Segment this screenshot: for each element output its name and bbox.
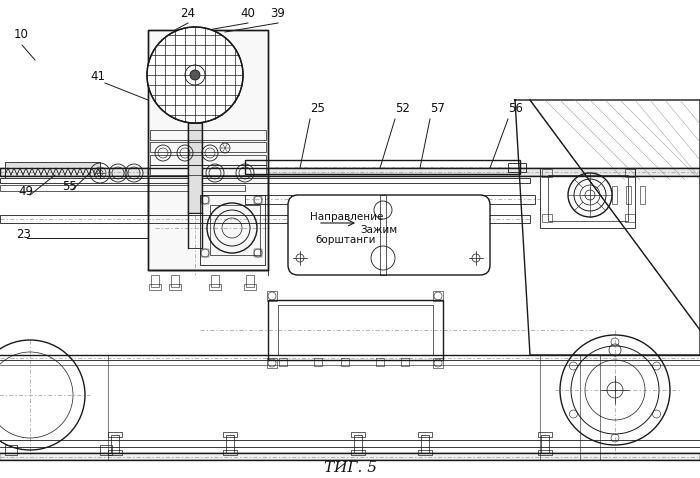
Bar bbox=[401, 358, 409, 366]
Bar bbox=[267, 291, 277, 301]
Bar bbox=[640, 186, 645, 204]
Bar bbox=[418, 450, 432, 455]
Bar bbox=[150, 130, 266, 140]
Text: 24: 24 bbox=[181, 7, 195, 20]
Bar bbox=[0, 185, 245, 191]
Text: ΤИГ. 5: ΤИГ. 5 bbox=[323, 461, 377, 475]
Text: 40: 40 bbox=[241, 7, 256, 20]
Bar bbox=[542, 214, 552, 222]
Text: 25: 25 bbox=[310, 102, 325, 115]
Bar bbox=[246, 275, 254, 287]
Bar bbox=[0, 453, 700, 460]
Bar bbox=[151, 275, 159, 287]
Bar bbox=[268, 300, 443, 360]
Bar bbox=[508, 163, 526, 172]
Text: 41: 41 bbox=[90, 70, 105, 83]
Text: 23: 23 bbox=[16, 228, 31, 241]
Bar bbox=[0, 168, 700, 176]
Bar bbox=[612, 186, 617, 204]
Bar bbox=[209, 284, 221, 290]
Bar bbox=[341, 358, 349, 366]
Text: 57: 57 bbox=[430, 102, 445, 115]
Bar bbox=[223, 450, 237, 455]
Bar bbox=[625, 169, 635, 177]
Bar bbox=[201, 249, 209, 257]
Bar bbox=[100, 445, 112, 455]
Bar bbox=[433, 358, 443, 368]
Bar bbox=[548, 175, 628, 221]
Text: Зажим: Зажим bbox=[360, 225, 397, 235]
Bar bbox=[5, 162, 100, 168]
Bar bbox=[244, 284, 256, 290]
Bar bbox=[314, 358, 322, 366]
Bar bbox=[542, 169, 552, 177]
Bar bbox=[169, 284, 181, 290]
Bar bbox=[150, 142, 266, 152]
Bar bbox=[149, 284, 161, 290]
Bar bbox=[421, 435, 429, 453]
Bar bbox=[200, 195, 265, 265]
Bar bbox=[0, 215, 530, 223]
Bar bbox=[148, 30, 268, 270]
Text: борштанги: борштанги bbox=[315, 235, 375, 245]
Bar bbox=[5, 445, 17, 455]
Bar bbox=[351, 450, 365, 455]
Bar bbox=[223, 432, 237, 437]
Bar bbox=[626, 186, 631, 204]
Bar bbox=[5, 162, 100, 168]
Bar bbox=[111, 435, 119, 453]
Bar bbox=[0, 168, 700, 176]
Bar bbox=[226, 435, 234, 453]
Bar bbox=[380, 195, 386, 275]
Bar bbox=[0, 178, 530, 183]
Bar bbox=[279, 358, 287, 366]
Bar bbox=[108, 450, 122, 455]
Bar bbox=[254, 249, 262, 257]
FancyBboxPatch shape bbox=[288, 195, 490, 275]
Bar bbox=[188, 213, 202, 248]
Bar bbox=[625, 214, 635, 222]
Bar bbox=[254, 196, 262, 204]
Circle shape bbox=[147, 27, 243, 123]
Bar bbox=[540, 168, 635, 228]
Text: 39: 39 bbox=[271, 7, 286, 20]
Bar bbox=[245, 160, 520, 174]
Bar bbox=[211, 275, 219, 287]
Bar bbox=[351, 432, 365, 437]
Bar bbox=[108, 432, 122, 437]
Bar bbox=[245, 195, 535, 204]
Bar bbox=[541, 435, 549, 453]
Bar bbox=[150, 155, 266, 165]
Bar bbox=[188, 123, 202, 213]
Bar bbox=[210, 205, 260, 255]
Bar bbox=[418, 432, 432, 437]
Bar bbox=[354, 435, 362, 453]
Bar bbox=[267, 358, 277, 368]
Bar bbox=[201, 196, 209, 204]
Bar bbox=[278, 305, 433, 355]
Text: 55: 55 bbox=[62, 180, 77, 193]
Circle shape bbox=[190, 70, 200, 80]
Text: Направление: Направление bbox=[310, 212, 384, 222]
Text: 10: 10 bbox=[14, 28, 29, 41]
Bar bbox=[538, 450, 552, 455]
Text: 56: 56 bbox=[508, 102, 523, 115]
Bar bbox=[148, 30, 268, 270]
Text: 52: 52 bbox=[395, 102, 410, 115]
Bar bbox=[433, 291, 443, 301]
Bar bbox=[538, 432, 552, 437]
Bar bbox=[188, 123, 202, 213]
Bar bbox=[150, 165, 266, 175]
Bar bbox=[376, 358, 384, 366]
Text: 49: 49 bbox=[18, 185, 33, 198]
Bar bbox=[171, 275, 179, 287]
